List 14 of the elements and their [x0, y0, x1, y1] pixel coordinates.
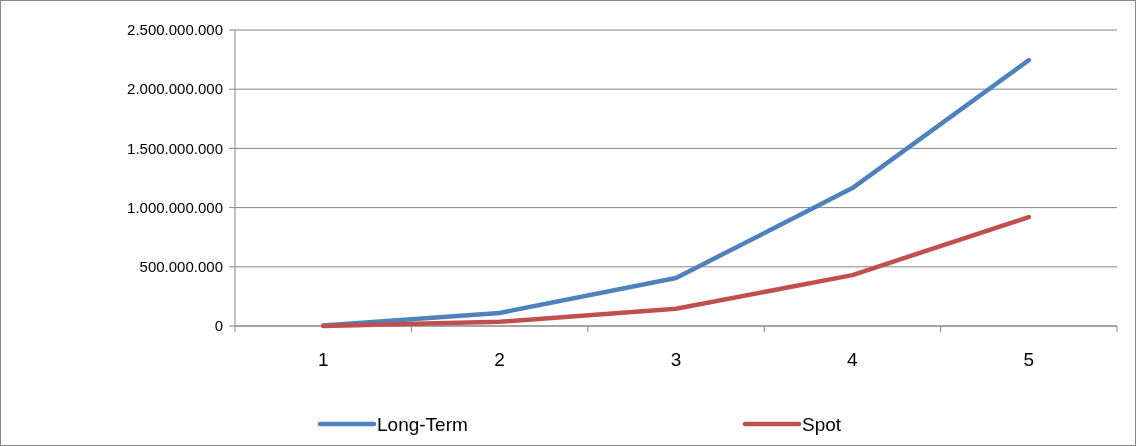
legend-label: Spot [802, 413, 842, 435]
line-series [320, 214, 1032, 329]
y-tick-label: 1.000.000.000 [127, 198, 223, 216]
y-tick-label: 2.000.000.000 [127, 80, 223, 98]
legend-label: Long-Term [377, 413, 468, 435]
x-tick-label: 1 [317, 349, 329, 370]
y-tick-label: 2.500.000.000 [127, 21, 223, 39]
x-tick-label: 5 [1023, 349, 1035, 370]
y-tick-label: 1.500.000.000 [127, 139, 223, 157]
y-tick-label: 500.000.000 [139, 258, 223, 276]
x-tick-label: 3 [670, 349, 682, 370]
y-tick-label: 0 [214, 317, 223, 335]
x-tick-label: 4 [847, 349, 859, 370]
x-tick-label: 2 [494, 349, 505, 370]
